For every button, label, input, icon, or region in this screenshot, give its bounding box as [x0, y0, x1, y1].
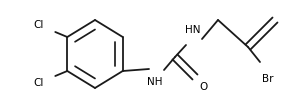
- Text: O: O: [199, 82, 207, 92]
- Text: HN: HN: [185, 25, 201, 35]
- Text: Br: Br: [262, 74, 274, 84]
- Text: NH: NH: [147, 77, 163, 87]
- Text: Cl: Cl: [33, 20, 43, 30]
- Text: Cl: Cl: [33, 78, 43, 88]
